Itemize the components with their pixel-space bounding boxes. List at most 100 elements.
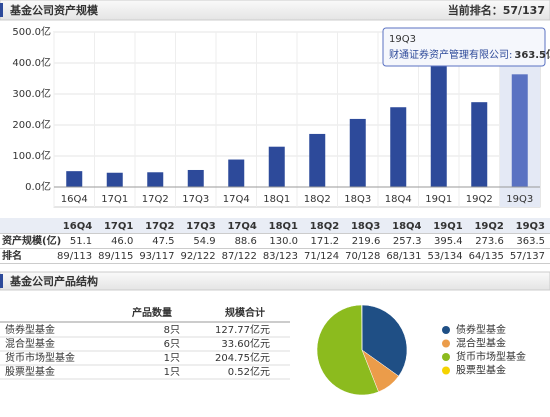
x-tick-label: 18Q2: [304, 194, 331, 205]
legend-marker: [442, 340, 450, 348]
table-cell: 363.5: [516, 236, 545, 247]
table-cell: 债券型基金: [5, 323, 55, 336]
x-tick-label: 18Q3: [344, 194, 371, 205]
section-title: 基金公司产品结构: [9, 274, 98, 288]
y-tick-label: 300.0亿: [12, 87, 51, 100]
header-accent: [0, 274, 3, 288]
legend-label: 股票型基金: [456, 364, 506, 377]
x-tick-label: 19Q1: [425, 194, 452, 205]
table-cell: 204.75亿元: [215, 351, 270, 364]
bar: [66, 171, 82, 187]
table-cell: 89/115: [98, 251, 133, 262]
table-cell: 257.3: [393, 236, 422, 247]
table-cell: 51.1: [70, 236, 92, 247]
bar: [390, 107, 406, 187]
y-tick-label: 500.0亿: [12, 25, 51, 38]
table-header: 19Q3: [516, 221, 545, 232]
y-tick-label: 400.0亿: [12, 56, 51, 69]
table-cell: 219.6: [352, 236, 381, 247]
x-tick-label: 17Q3: [182, 194, 209, 205]
table-cell: 87/122: [222, 251, 257, 262]
legend-label: 货币市场型基金: [456, 350, 526, 363]
table-cell: 89/113: [57, 251, 92, 262]
content: 0.0亿 100.0亿 200.0亿 300.0亿 400.0亿 500.0亿 16Q4 17…: [0, 25, 550, 395]
bar: [147, 172, 163, 187]
legend-label: 债券型基金: [456, 323, 506, 336]
header-accent: [0, 3, 3, 17]
table-cell: 395.4: [434, 236, 463, 247]
tooltip-value: 363.5亿: [514, 48, 550, 61]
bar: [228, 160, 244, 187]
bar: [350, 119, 366, 187]
table-header: 16Q4: [63, 221, 92, 232]
table-cell: 股票型基金: [5, 365, 55, 378]
x-tick-label: 17Q4: [223, 194, 250, 205]
table-cell: 88.6: [235, 236, 257, 247]
tooltip-text: 财通证券资产管理有限公司:: [389, 48, 512, 61]
y-tick-label: 100.0亿: [12, 149, 51, 162]
table-cell: 92/122: [180, 251, 215, 262]
table-cell: 混合型基金: [5, 337, 55, 350]
x-tick-label: 19Q2: [466, 194, 493, 205]
legend-marker: [442, 367, 450, 375]
table-cell: 47.5: [152, 236, 174, 247]
table-cell: 70/128: [345, 251, 380, 262]
bar: [188, 170, 204, 187]
rank: 当前排名：57/137: [448, 3, 545, 17]
table-header: 18Q1: [269, 221, 298, 232]
table-header: 19Q1: [433, 221, 462, 232]
legend-marker: [442, 326, 450, 334]
bar: [107, 173, 123, 187]
table-cell: 46.0: [111, 236, 133, 247]
legend-marker: [442, 353, 450, 361]
bar: [471, 102, 487, 187]
tooltip-title: 19Q3: [389, 34, 416, 45]
x-tick-label: 18Q1: [263, 194, 290, 205]
table-cell: 171.2: [311, 236, 340, 247]
table-cell: 6只: [164, 339, 180, 350]
table-header: 18Q2: [310, 221, 339, 232]
table-cell: 8只: [164, 325, 180, 336]
table-header: 17Q3: [186, 221, 215, 232]
table-header: 19Q2: [474, 221, 503, 232]
table-cell: 127.77亿元: [215, 323, 270, 336]
table-cell: 68/131: [386, 251, 421, 262]
x-tick-label: 16Q4: [61, 194, 88, 205]
y-tick-label: 200.0亿: [12, 118, 51, 131]
table-cell: 货币市场型基金: [5, 351, 75, 364]
y-tick-label: 0.0亿: [25, 180, 51, 193]
table-cell: 130.0: [269, 236, 298, 247]
legend-label: 混合型基金: [456, 337, 506, 350]
table-cell: 71/124: [304, 251, 339, 262]
bar: [309, 134, 325, 187]
table-header: 产品数量: [132, 306, 172, 319]
table-cell: 273.6: [475, 236, 504, 247]
row-label: 资产规模(亿): [2, 234, 61, 247]
bar: [431, 64, 447, 187]
table-cell: 64/135: [469, 251, 504, 262]
table-header: 17Q1: [104, 221, 133, 232]
table-cell: 54.9: [193, 236, 215, 247]
x-tick-label: 17Q1: [101, 194, 128, 205]
bar: [512, 74, 528, 187]
table-header: 规模合计: [225, 306, 265, 319]
row-label: 排名: [2, 249, 22, 262]
table-header: 18Q3: [351, 221, 380, 232]
table-cell: 53/134: [427, 251, 462, 262]
table-cell: 1只: [164, 353, 180, 364]
x-tick-label: 18Q4: [385, 194, 412, 205]
x-tick-label: 19Q3: [506, 194, 533, 205]
table-cell: 57/137: [510, 251, 545, 262]
table-cell: 93/117: [139, 251, 174, 262]
table-cell: 83/123: [263, 251, 298, 262]
table-header: 17Q4: [227, 221, 256, 232]
section-title: 基金公司资产规模: [9, 3, 99, 17]
table-header: 18Q4: [392, 221, 421, 232]
x-tick-label: 17Q2: [142, 194, 169, 205]
table-cell: 1只: [164, 367, 180, 378]
bar: [269, 147, 285, 187]
table-header: 17Q2: [145, 221, 174, 232]
table-cell: 0.52亿元: [228, 365, 270, 378]
table-cell: 33.60亿元: [221, 337, 270, 350]
